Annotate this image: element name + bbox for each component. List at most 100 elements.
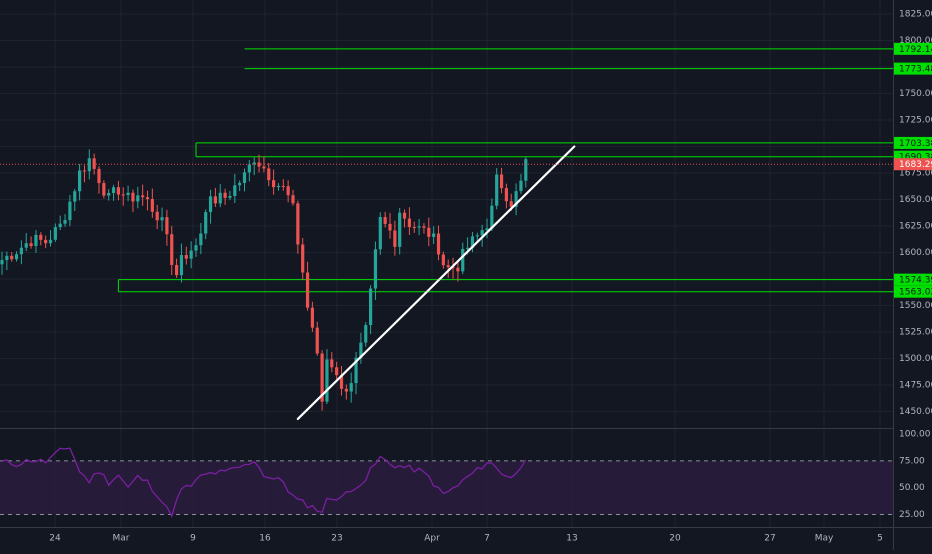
- candle-down: [296, 203, 300, 245]
- candle-down: [29, 243, 33, 247]
- candle-down: [82, 170, 87, 172]
- candle-up: [359, 342, 363, 358]
- candle-down: [456, 267, 460, 272]
- candle-up: [34, 234, 38, 247]
- level-badge-label: 1563.02: [899, 288, 932, 298]
- candle-down: [393, 230, 397, 247]
- candle-up: [349, 383, 353, 392]
- candle-up: [228, 195, 232, 198]
- price-tick-label: 1525.00: [899, 328, 932, 338]
- level-badge: [894, 273, 932, 286]
- candle-up: [514, 191, 518, 207]
- candle-up: [208, 196, 213, 213]
- candle-up: [126, 192, 130, 196]
- candle-down: [305, 272, 310, 308]
- price-tick-label: 1675.00: [899, 169, 932, 179]
- price-tick-label: 1450.00: [899, 407, 932, 417]
- candle-up: [495, 174, 499, 206]
- candle-down: [39, 234, 43, 240]
- candle-up: [199, 233, 203, 246]
- candle-down: [262, 166, 266, 169]
- candle-up: [19, 247, 23, 255]
- candle-up: [111, 187, 116, 193]
- time-tick-label: 13: [566, 534, 577, 544]
- candle-up: [204, 212, 208, 234]
- candle-up: [194, 245, 198, 251]
- horizontal-levels[interactable]: [117, 48, 893, 293]
- price-tick-label: 1825.00: [899, 10, 932, 20]
- candle-down: [330, 359, 334, 368]
- candle-down: [97, 168, 101, 184]
- candle-down: [315, 327, 319, 354]
- candle-down: [257, 162, 261, 167]
- candle-up: [398, 212, 402, 247]
- rsi-tick-label: 75.00: [899, 456, 925, 466]
- candle-down: [121, 194, 125, 196]
- candle-up: [0, 260, 4, 265]
- candle-down: [436, 233, 441, 255]
- candle-up: [242, 172, 247, 183]
- candle-down: [320, 353, 324, 402]
- trendline-group[interactable]: [296, 145, 576, 421]
- time-tick-label: 9: [190, 534, 196, 544]
- candle-down: [441, 254, 445, 266]
- price-tick-label: 1475.00: [899, 381, 932, 391]
- candle-up: [179, 255, 184, 276]
- candle-down: [339, 375, 344, 389]
- candle-down: [155, 211, 159, 221]
- candle-up: [432, 233, 436, 237]
- candle-down: [141, 195, 145, 198]
- candle-up: [276, 185, 281, 188]
- price-tick-label: 1750.00: [899, 89, 932, 99]
- candle-down: [291, 195, 295, 204]
- candle-up: [490, 205, 494, 229]
- rsi-panel: [0, 447, 893, 518]
- candle-down: [213, 196, 217, 204]
- candle-down: [272, 180, 276, 188]
- candlestick-series: [0, 149, 528, 411]
- last-price-badge: [894, 158, 932, 171]
- price-tick-label: 1550.00: [899, 301, 932, 311]
- candle-up: [485, 228, 489, 231]
- candle-down: [310, 307, 314, 328]
- candle-down: [10, 255, 14, 260]
- level-badge-label: 1690.38: [899, 153, 932, 163]
- price-tick-label: 1600.00: [899, 248, 932, 258]
- candle-down: [170, 234, 174, 265]
- candle-up: [78, 170, 82, 192]
- candle-down: [267, 168, 271, 181]
- candle-up: [247, 164, 251, 173]
- price-axis-labels: 1792.14 1773.48 1703.38 1690.38 1574.39 1563.…: [894, 42, 932, 298]
- candle-up: [475, 235, 479, 237]
- candle-down: [281, 185, 285, 187]
- candle-up: [466, 247, 470, 249]
- candle-down: [150, 199, 154, 212]
- candle-up: [364, 325, 368, 343]
- candle-up: [63, 220, 67, 224]
- candle-up: [218, 192, 222, 204]
- candle-down: [335, 367, 339, 376]
- trendline[interactable]: [296, 145, 576, 421]
- candle-up: [470, 236, 475, 248]
- level-badge: [894, 62, 932, 75]
- candle-up: [252, 162, 256, 165]
- candle-down: [451, 267, 455, 269]
- candle-down: [422, 226, 426, 228]
- candle-up: [519, 180, 523, 192]
- level-badge-label: 1703.38: [899, 139, 932, 149]
- candle-up: [233, 185, 237, 196]
- candle-up: [325, 359, 329, 402]
- price-tick-label: 1800.00: [899, 36, 932, 46]
- time-tick-label: 27: [764, 534, 775, 544]
- candle-down: [131, 192, 135, 202]
- candle-down: [504, 188, 508, 202]
- last-price-badge-label: 1683.29: [899, 160, 932, 170]
- candle-down: [388, 223, 392, 231]
- price-tick-label: 1500.00: [899, 354, 932, 364]
- candle-up: [5, 255, 9, 261]
- level-badge-label: 1792.14: [899, 45, 932, 55]
- candle-up: [136, 195, 140, 202]
- candle-down: [301, 244, 305, 273]
